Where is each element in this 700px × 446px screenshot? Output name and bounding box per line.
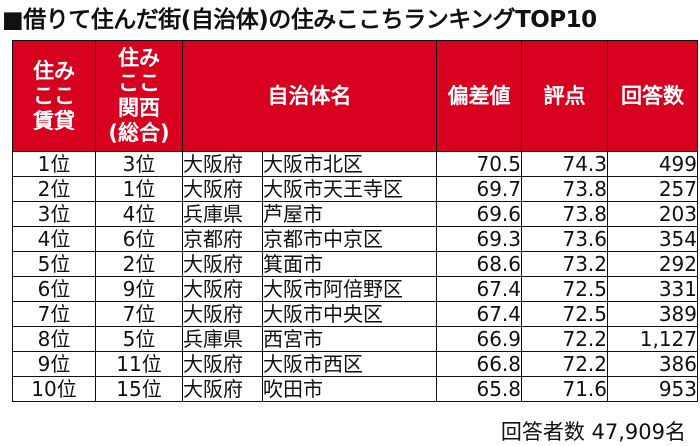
col-header-municipality: 自治体名 [182, 40, 437, 152]
city-cell: 大阪市阿倍野区 [262, 276, 437, 302]
rank-rent-cell: 7位 [12, 301, 96, 327]
score-cell: 72.5 [521, 276, 608, 302]
rank-rent-cell: 10位 [12, 376, 96, 402]
city-cell: 芦屋市 [262, 201, 437, 227]
score-cell: 74.3 [521, 151, 608, 177]
respondent-count: 回答者数 47,909名 [500, 420, 686, 444]
prefecture-cell: 大阪府 [182, 151, 263, 177]
responses-cell: 1,127 [607, 326, 698, 352]
responses-cell: 292 [607, 251, 698, 277]
deviation-cell: 69.3 [436, 226, 522, 252]
prefecture-cell: 兵庫県 [182, 201, 263, 227]
score-cell: 71.6 [521, 376, 608, 402]
rank-rent-cell: 2位 [12, 176, 96, 202]
city-cell: 大阪市北区 [262, 151, 437, 177]
prefecture-cell: 大阪府 [182, 301, 263, 327]
deviation-cell: 67.4 [436, 301, 522, 327]
responses-cell: 354 [607, 226, 698, 252]
responses-cell: 953 [607, 376, 698, 402]
responses-cell: 386 [607, 351, 698, 377]
table-row: 2位 1位 大阪府 大阪市天王寺区 69.7 73.8 257 [12, 176, 698, 202]
prefecture-cell: 大阪府 [182, 376, 263, 402]
score-cell: 73.8 [521, 176, 608, 202]
rank-kansai-cell: 1位 [95, 176, 183, 202]
responses-cell: 499 [607, 151, 698, 177]
table-row: 7位 7位 大阪府 大阪市中央区 67.4 72.5 389 [12, 301, 698, 327]
city-cell: 京都市中京区 [262, 226, 437, 252]
prefecture-cell: 大阪府 [182, 176, 263, 202]
score-cell: 73.6 [521, 226, 608, 252]
score-cell: 72.2 [521, 326, 608, 352]
deviation-cell: 66.8 [436, 351, 522, 377]
responses-cell: 389 [607, 301, 698, 327]
table-row: 3位 4位 兵庫県 芦屋市 69.6 73.8 203 [12, 201, 698, 227]
page-title: ■借りて住んだ街(自治体)の住みここちランキングTOP10 [2, 7, 597, 33]
responses-cell: 203 [607, 201, 698, 227]
col-header-score: 評点 [521, 40, 608, 152]
score-cell: 73.2 [521, 251, 608, 277]
city-cell: 西宮市 [262, 326, 437, 352]
prefecture-cell: 兵庫県 [182, 326, 263, 352]
rank-kansai-cell: 11位 [95, 351, 183, 377]
table-row: 6位 9位 大阪府 大阪市阿倍野区 67.4 72.5 331 [12, 276, 698, 302]
rank-kansai-cell: 2位 [95, 251, 183, 277]
table-row: 1位 3位 大阪府 大阪市北区 70.5 74.3 499 [12, 151, 698, 177]
city-cell: 大阪市西区 [262, 351, 437, 377]
table-row: 8位 5位 兵庫県 西宮市 66.9 72.2 1,127 [12, 326, 698, 352]
rank-kansai-cell: 15位 [95, 376, 183, 402]
city-cell: 大阪市天王寺区 [262, 176, 437, 202]
col-header-deviation: 偏差値 [436, 40, 522, 152]
rank-rent-cell: 5位 [12, 251, 96, 277]
deviation-cell: 68.6 [436, 251, 522, 277]
col-header-rank-kansai: 住み ここ 関西 (総合) [95, 40, 183, 152]
ranking-table: 住み ここ 賃貸 住み ここ 関西 (総合) 自治体名 偏差値 評点 回答数 1… [12, 40, 698, 402]
table-row: 4位 6位 京都府 京都市中京区 69.3 73.6 354 [12, 226, 698, 252]
rank-kansai-cell: 6位 [95, 226, 183, 252]
deviation-cell: 67.4 [436, 276, 522, 302]
rank-rent-cell: 8位 [12, 326, 96, 352]
table-row: 10位 15位 大阪府 吹田市 65.8 71.6 953 [12, 376, 698, 402]
city-cell: 吹田市 [262, 376, 437, 402]
prefecture-cell: 京都府 [182, 226, 263, 252]
table-row: 5位 2位 大阪府 箕面市 68.6 73.2 292 [12, 251, 698, 277]
rank-rent-cell: 6位 [12, 276, 96, 302]
rank-kansai-cell: 5位 [95, 326, 183, 352]
rank-kansai-cell: 9位 [95, 276, 183, 302]
rank-rent-cell: 4位 [12, 226, 96, 252]
score-cell: 73.8 [521, 201, 608, 227]
table-header-row: 住み ここ 賃貸 住み ここ 関西 (総合) 自治体名 偏差値 評点 回答数 [12, 40, 698, 152]
rank-kansai-cell: 4位 [95, 201, 183, 227]
rank-rent-cell: 1位 [12, 151, 96, 177]
prefecture-cell: 大阪府 [182, 276, 263, 302]
rank-rent-cell: 3位 [12, 201, 96, 227]
rank-kansai-cell: 3位 [95, 151, 183, 177]
col-header-responses: 回答数 [607, 40, 698, 152]
table-row: 9位 11位 大阪府 大阪市西区 66.8 72.2 386 [12, 351, 698, 377]
responses-cell: 257 [607, 176, 698, 202]
city-cell: 箕面市 [262, 251, 437, 277]
deviation-cell: 69.6 [436, 201, 522, 227]
deviation-cell: 65.8 [436, 376, 522, 402]
deviation-cell: 69.7 [436, 176, 522, 202]
responses-cell: 331 [607, 276, 698, 302]
rank-kansai-cell: 7位 [95, 301, 183, 327]
deviation-cell: 66.9 [436, 326, 522, 352]
prefecture-cell: 大阪府 [182, 351, 263, 377]
prefecture-cell: 大阪府 [182, 251, 263, 277]
score-cell: 72.5 [521, 301, 608, 327]
deviation-cell: 70.5 [436, 151, 522, 177]
col-header-rank-rent: 住み ここ 賃貸 [12, 40, 96, 152]
city-cell: 大阪市中央区 [262, 301, 437, 327]
rank-rent-cell: 9位 [12, 351, 96, 377]
score-cell: 72.2 [521, 351, 608, 377]
